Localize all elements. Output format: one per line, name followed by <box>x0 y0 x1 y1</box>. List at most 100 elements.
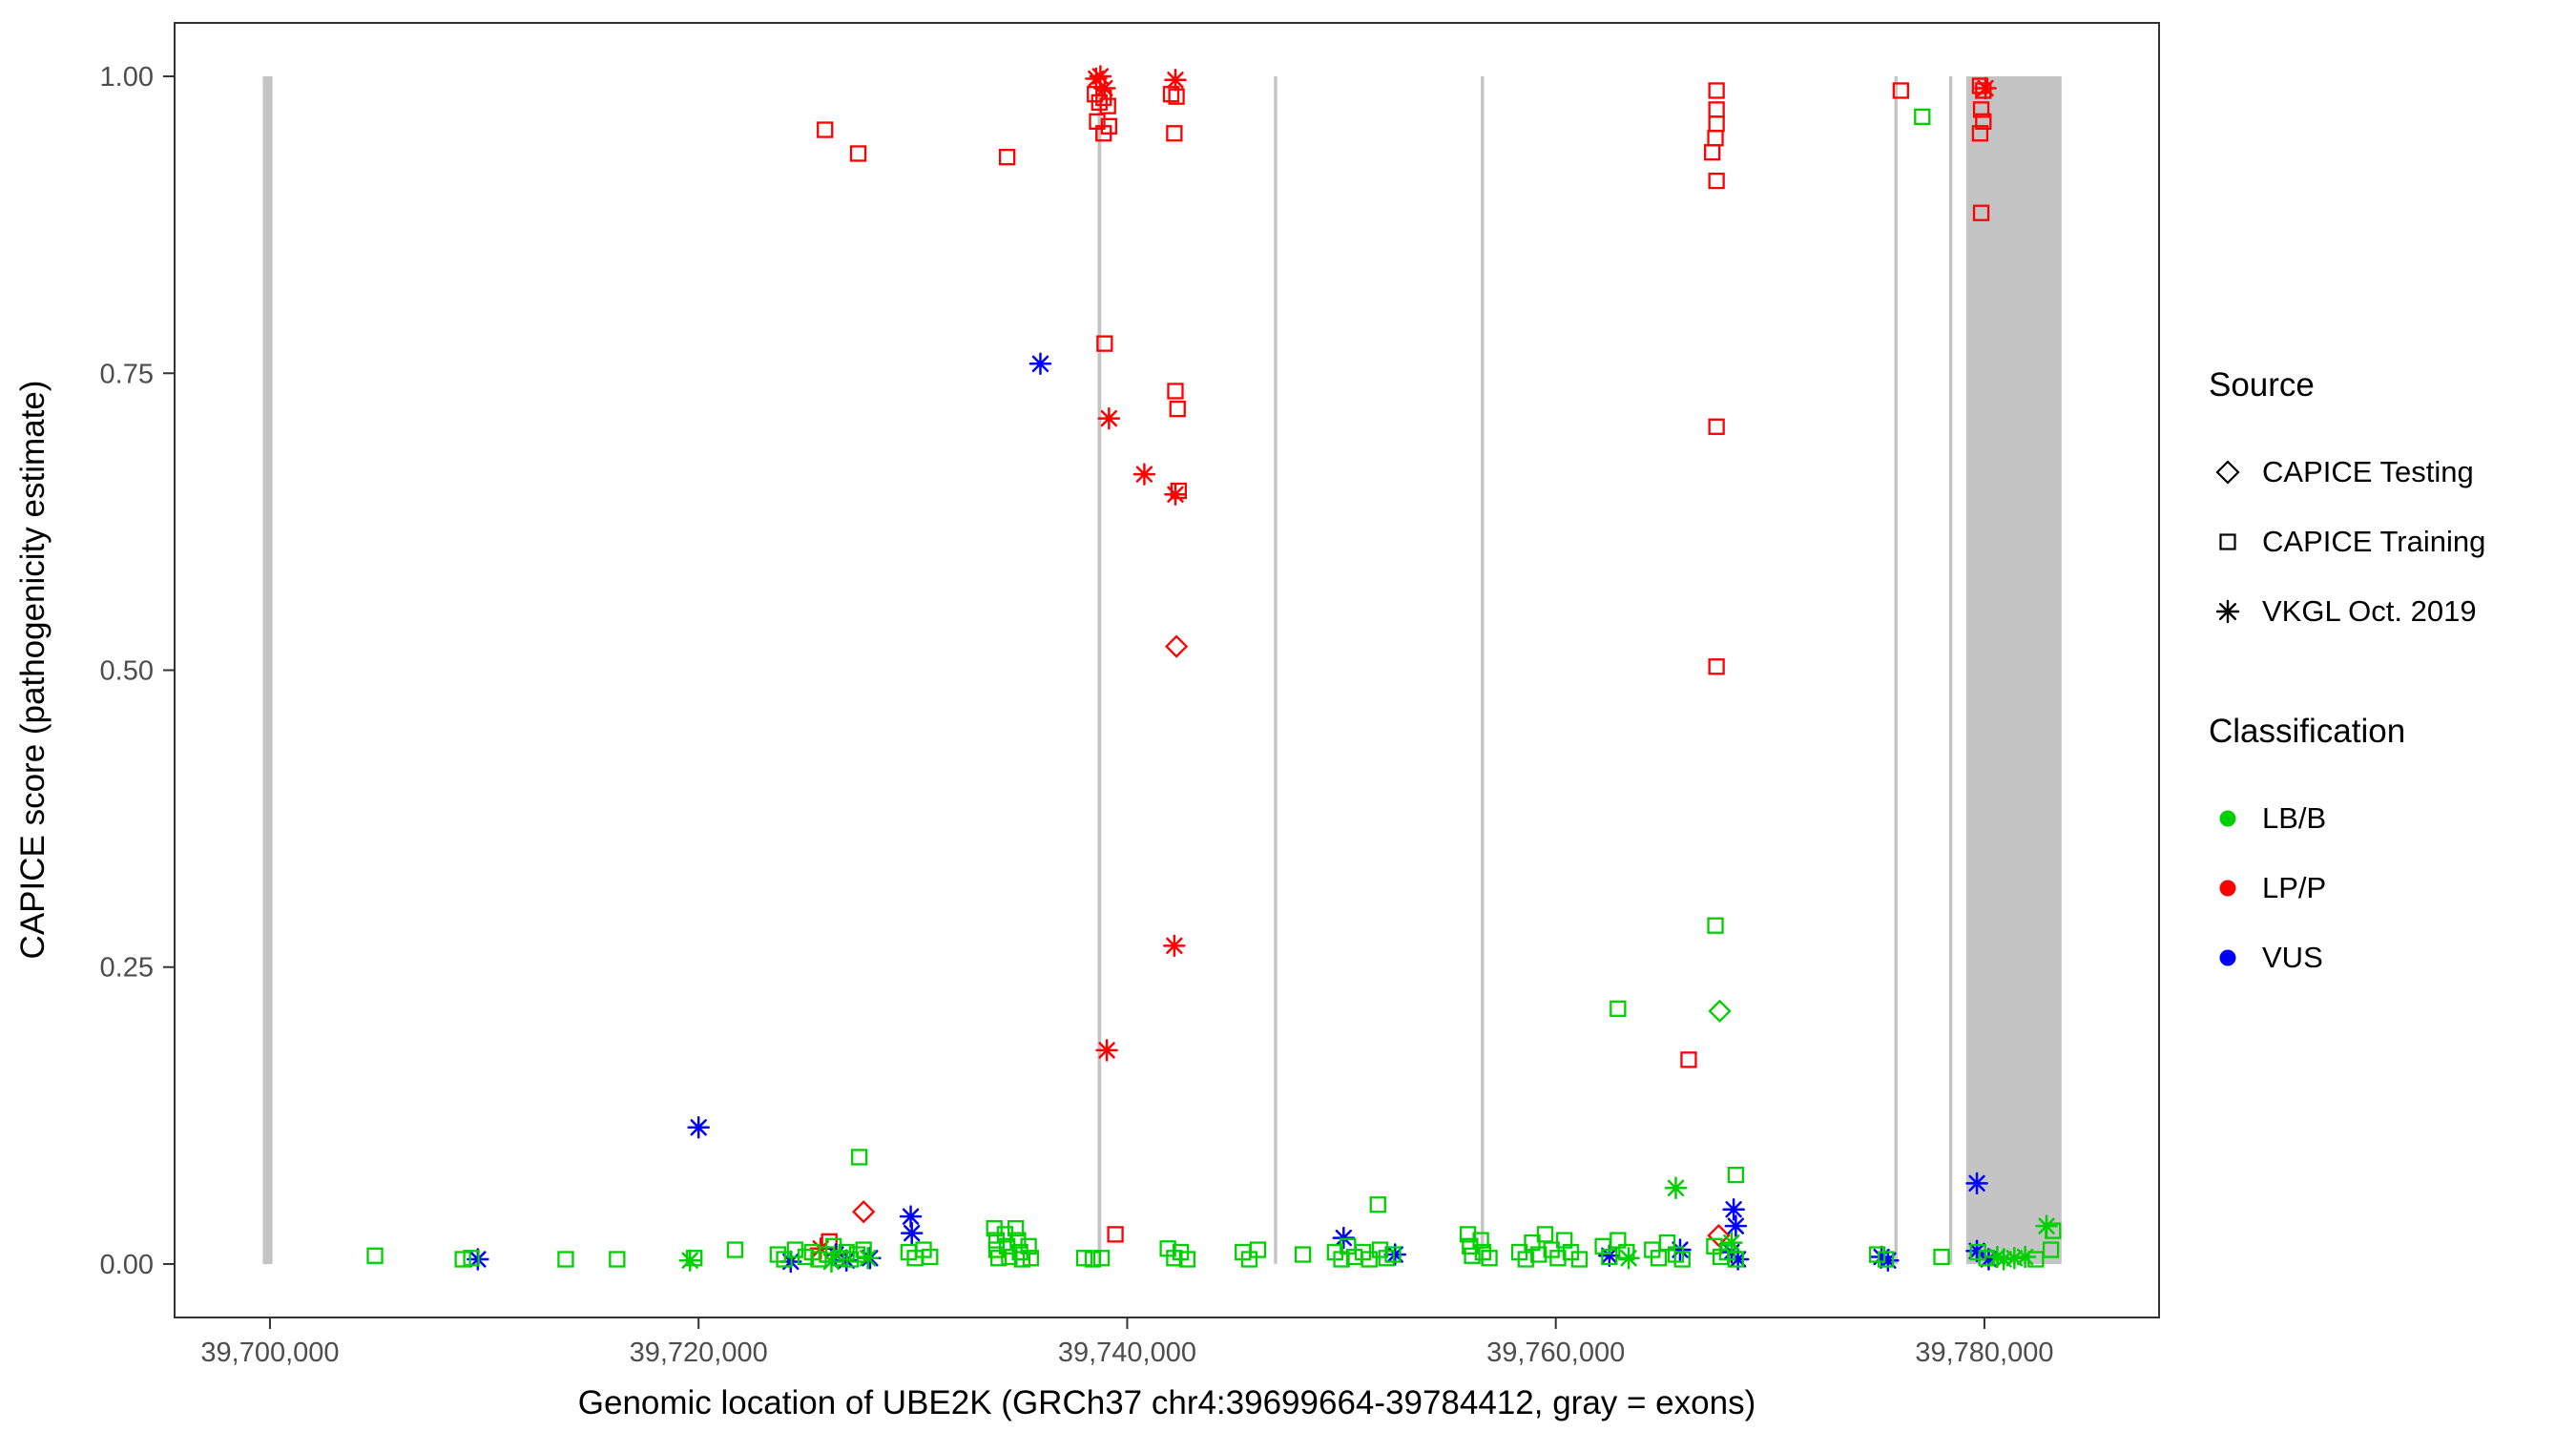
y-tick-label: 0.75 <box>100 359 154 389</box>
data-point-square <box>1704 144 1721 161</box>
data-point-square <box>1464 1247 1481 1264</box>
data-point-square <box>1708 172 1725 190</box>
legend-classification-block: Classification LB/B LP/P VUS <box>2209 713 2562 992</box>
data-point-square <box>2045 1222 2062 1239</box>
data-point-square <box>1969 1243 1986 1261</box>
data-point-square <box>1610 1000 1627 1017</box>
y-tick-label: 1.00 <box>100 62 154 93</box>
diamond-icon <box>2215 459 2240 485</box>
data-point-square <box>2027 1251 2045 1268</box>
axes: 39,700,000 39,720,000 39,740,000 39,760,000… <box>100 62 2054 1368</box>
data-point-asterisk <box>1664 1176 1688 1200</box>
data-point-square <box>463 1250 480 1267</box>
data-point-square <box>1536 1226 1554 1243</box>
data-points <box>366 65 2062 1274</box>
data-point-square <box>1022 1250 1040 1267</box>
legend-item-capice-testing: CAPICE Testing <box>2209 437 2562 507</box>
data-point-square <box>1570 1251 1589 1268</box>
legend-item-lpp: LP/P <box>2209 853 2562 923</box>
y-tick-label: 0.25 <box>100 953 154 984</box>
data-point-square <box>1680 1051 1697 1068</box>
legend-item-label: VKGL Oct. 2019 <box>2262 593 2477 628</box>
x-tick-label: 39,700,000 <box>200 1338 339 1368</box>
data-point-asterisk <box>1164 483 1187 506</box>
legend-item-label: CAPICE Training <box>2262 524 2486 558</box>
x-tick-label: 39,740,000 <box>1058 1338 1196 1368</box>
data-point-square <box>986 1219 1003 1237</box>
data-point-square <box>1975 113 1992 130</box>
data-point-square <box>1091 93 1108 112</box>
legend-item-label: VUS <box>2262 940 2323 974</box>
exon-region <box>1948 76 1953 1264</box>
x-tick-label: 39,760,000 <box>1486 1338 1625 1368</box>
data-point-asterisk <box>1965 1172 1988 1195</box>
data-point-square <box>1107 1226 1124 1243</box>
data-point-square <box>1517 1251 1534 1268</box>
data-point-square <box>1972 204 1990 221</box>
data-point-asterisk <box>1163 934 1186 958</box>
data-point-diamond <box>1707 1223 1731 1248</box>
data-point-square <box>922 1248 939 1266</box>
data-point-asterisk <box>1028 352 1052 376</box>
data-point-asterisk <box>1164 69 1187 92</box>
legend-item-capice-training: CAPICE Training <box>2209 507 2562 576</box>
data-point-square <box>1167 383 1184 400</box>
data-point-square <box>1914 108 1931 126</box>
data-point-square <box>817 121 834 138</box>
data-point-diamond <box>1708 999 1732 1023</box>
data-point-square <box>1169 400 1186 418</box>
data-point-square <box>1727 1251 1745 1268</box>
exon-region <box>262 76 273 1264</box>
data-point-square <box>1001 1248 1018 1266</box>
data-point-square <box>726 1241 744 1258</box>
data-point-asterisk <box>678 1249 701 1272</box>
data-point-square <box>1708 101 1725 118</box>
data-point-square <box>1972 101 1990 118</box>
legend-item-label: LB/B <box>2262 800 2327 835</box>
data-point-square <box>1610 1232 1627 1249</box>
legend-item-label: LP/P <box>2262 870 2327 904</box>
data-point-square <box>996 1226 1014 1243</box>
data-point-square <box>1240 1251 1258 1268</box>
data-point-square <box>1095 89 1112 107</box>
exon-region <box>1481 76 1485 1264</box>
data-point-square <box>1361 1251 1378 1268</box>
exon-region <box>1965 76 2062 1264</box>
legend-source-block: Source CAPICE Testing CAPICE Training VK… <box>2209 366 2562 646</box>
data-point-asterisk <box>856 1247 880 1270</box>
data-point-square <box>1481 1250 1498 1267</box>
data-point-square <box>1369 1196 1386 1213</box>
legend-item-lbb: LB/B <box>2209 783 2562 853</box>
data-point-asterisk <box>1095 1039 1118 1062</box>
red-dot-icon <box>2219 880 2236 896</box>
data-point-square <box>1166 125 1183 142</box>
data-point-square <box>686 1250 703 1267</box>
data-point-square <box>1650 1250 1668 1267</box>
data-point-asterisk <box>1974 76 1997 100</box>
data-point-square <box>557 1251 574 1268</box>
data-point-square <box>1892 82 1909 99</box>
data-point-square <box>1868 1246 1886 1263</box>
data-point-diamond <box>1164 634 1189 658</box>
data-point-square <box>1075 1250 1093 1267</box>
x-tick-label: 39,720,000 <box>630 1338 768 1368</box>
square-icon <box>2219 532 2236 550</box>
data-point-square <box>990 1250 1008 1267</box>
data-point-square <box>1087 86 1104 103</box>
exon-region <box>1274 76 1278 1264</box>
legend-source-title: Source <box>2209 366 2315 404</box>
data-point-square <box>1708 115 1725 133</box>
data-point-square <box>1168 88 1185 105</box>
asterisk-icon <box>2215 599 2240 623</box>
data-point-square <box>1530 1246 1548 1263</box>
data-point-square <box>2042 1241 2060 1258</box>
data-point-square <box>1708 82 1725 99</box>
data-point-square <box>1975 82 1992 99</box>
data-point-asterisk <box>899 1205 923 1228</box>
data-point-square <box>1658 1234 1676 1252</box>
y-axis-title: CAPICE score (pathogenicity estimate) <box>14 381 52 960</box>
data-point-square <box>1708 658 1725 675</box>
legend-item-vus: VUS <box>2209 923 2562 992</box>
data-point-square <box>609 1251 626 1268</box>
